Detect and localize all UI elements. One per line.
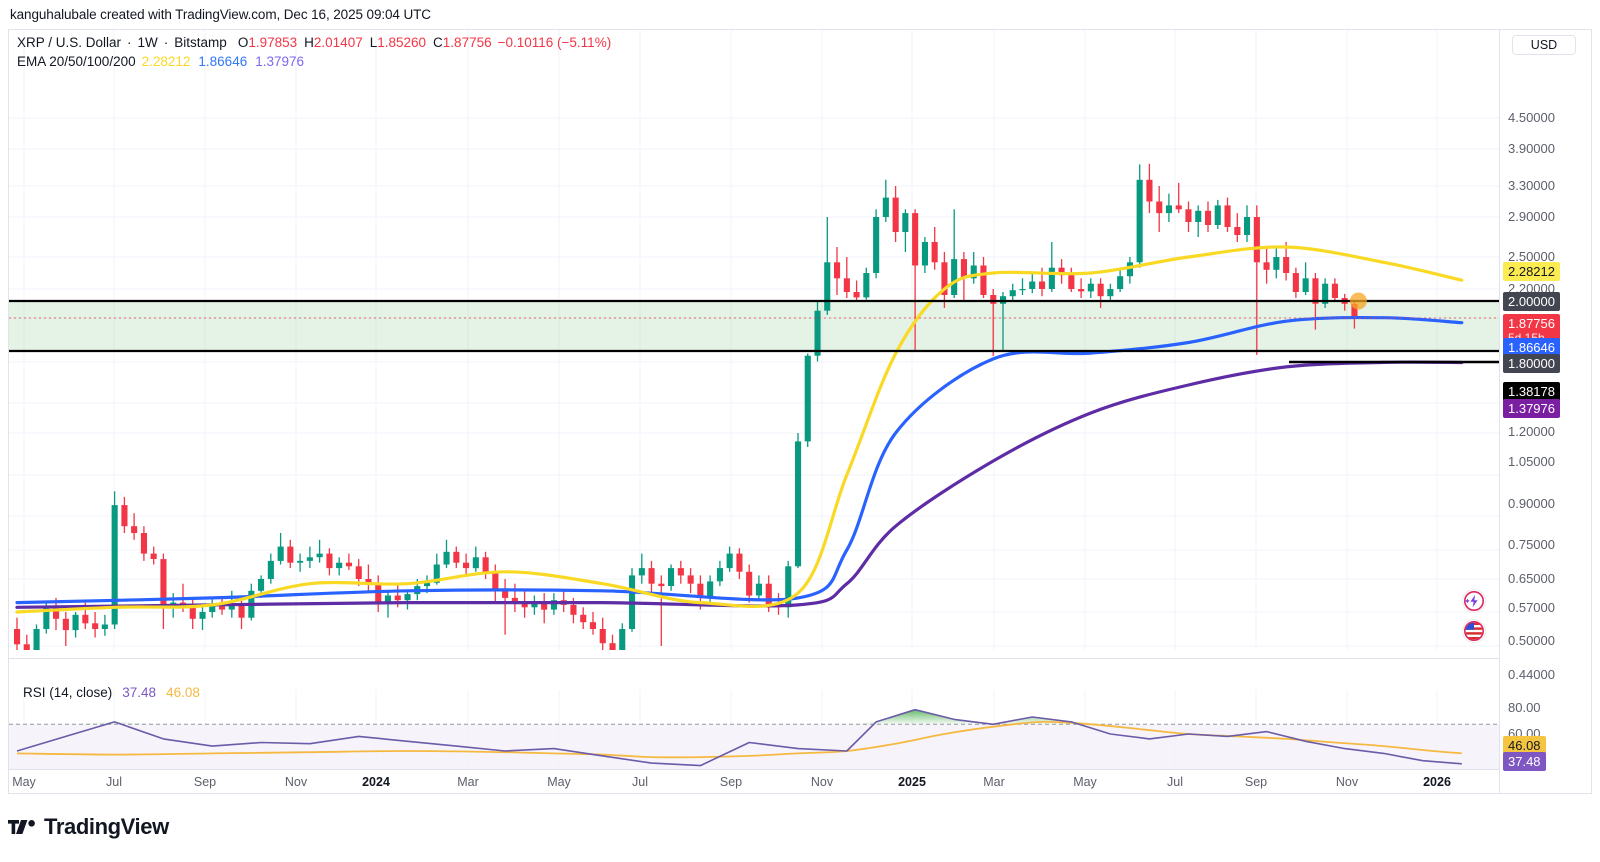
price-label-value: 1.37976 bbox=[1508, 401, 1555, 416]
time-tick-2: Sep bbox=[193, 775, 217, 789]
rsi-ma-price-label[interactable]: 46.08 bbox=[1503, 736, 1546, 755]
price-tick-1: 3.90000 bbox=[1508, 141, 1555, 156]
ai-assistant-badge[interactable] bbox=[1462, 589, 1486, 613]
time-tick-6: May bbox=[547, 775, 571, 789]
rsi-pane[interactable] bbox=[9, 690, 1499, 775]
price-tick-6: 1.20000 bbox=[1508, 424, 1555, 439]
trendline-price-label[interactable]: 1.38178 bbox=[1503, 382, 1560, 401]
us-flag-badge[interactable] bbox=[1462, 619, 1486, 643]
price-tick-4: 2.50000 bbox=[1508, 249, 1555, 264]
time-axis[interactable]: May Jul Sep Nov 2024 Mar May Jul Sep Nov 2025 Mar Ma… bbox=[9, 769, 1499, 793]
time-tick-10: 2025 bbox=[898, 775, 926, 789]
resistance-price-label[interactable]: 2.00000 bbox=[1503, 292, 1560, 311]
footer-brand[interactable]: TradingView bbox=[8, 814, 169, 840]
rsi-title[interactable]: RSI (14, close) bbox=[23, 685, 113, 700]
price-scale[interactable]: USD 4.50000 3.90000 3.30000 2.90000 2.50000 2… bbox=[1499, 30, 1591, 793]
price-tick-10: 0.65000 bbox=[1508, 571, 1555, 586]
price-label-value: 1.80000 bbox=[1508, 356, 1555, 371]
rsi-tick-0: 80.00 bbox=[1508, 700, 1541, 715]
tradingview-logo-icon bbox=[8, 820, 35, 834]
price-tick-0: 4.50000 bbox=[1508, 110, 1555, 125]
time-tick-0: May bbox=[12, 775, 36, 789]
time-tick-5: Mar bbox=[457, 775, 479, 789]
corner-badges bbox=[1462, 589, 1486, 643]
rsi-chart-canvas bbox=[9, 690, 1499, 775]
time-tick-11: Mar bbox=[983, 775, 1005, 789]
price-tick-3: 2.90000 bbox=[1508, 209, 1555, 224]
price-label-value: 1.38178 bbox=[1508, 384, 1555, 399]
time-tick-12: May bbox=[1073, 775, 1097, 789]
price-tick-11: 0.57000 bbox=[1508, 600, 1555, 615]
time-tick-3: Nov bbox=[284, 775, 308, 789]
sparkle-lightning-icon bbox=[1464, 591, 1484, 611]
attribution-text: kanguhalubale created with TradingView.c… bbox=[10, 7, 431, 22]
price-chart-canvas bbox=[9, 30, 1499, 650]
support-price-label[interactable]: 1.80000 bbox=[1503, 354, 1560, 373]
price-label-value: 2.28212 bbox=[1508, 264, 1555, 279]
time-tick-13: Jul bbox=[1167, 775, 1183, 789]
price-label-value: 1.87756 bbox=[1508, 316, 1555, 331]
rsi-legend[interactable]: RSI (14, close) 37.48 46.08 bbox=[23, 685, 200, 700]
pane-divider bbox=[9, 658, 1499, 659]
price-tick-2: 3.30000 bbox=[1508, 178, 1555, 193]
currency-badge[interactable]: USD bbox=[1512, 35, 1576, 55]
time-tick-14: Sep bbox=[1244, 775, 1268, 789]
price-tick-7: 1.05000 bbox=[1508, 454, 1555, 469]
time-tick-16: 2026 bbox=[1423, 775, 1451, 789]
price-pane[interactable] bbox=[9, 30, 1499, 650]
ema50-price-label[interactable]: 1.86646 bbox=[1503, 338, 1560, 357]
time-tick-7: Jul bbox=[632, 775, 648, 789]
time-tick-9: Nov bbox=[810, 775, 834, 789]
ema200-price-label[interactable]: 1.37976 bbox=[1503, 399, 1560, 418]
chart-frame: XRP / U.S. Dollar · 1W · Bitstamp O1.978… bbox=[8, 29, 1592, 794]
price-label-value: 1.86646 bbox=[1508, 340, 1555, 355]
time-tick-15: Nov bbox=[1335, 775, 1359, 789]
rsi-value-price-label[interactable]: 37.48 bbox=[1503, 752, 1546, 771]
tradingview-wordmark: TradingView bbox=[44, 814, 169, 839]
price-tick-8: 0.90000 bbox=[1508, 496, 1555, 511]
time-tick-8: Sep bbox=[719, 775, 743, 789]
us-flag-icon bbox=[1464, 621, 1484, 641]
price-tick-9: 0.75000 bbox=[1508, 537, 1555, 552]
price-tick-13: 0.44000 bbox=[1508, 667, 1555, 682]
price-tick-12: 0.50000 bbox=[1508, 633, 1555, 648]
ema20-price-label[interactable]: 2.28212 bbox=[1503, 262, 1560, 281]
rsi-value: 37.48 bbox=[122, 685, 157, 700]
rsi-ma-value: 46.08 bbox=[166, 685, 200, 700]
time-tick-4: 2024 bbox=[362, 775, 390, 789]
time-tick-1: Jul bbox=[106, 775, 122, 789]
price-label-value: 2.00000 bbox=[1508, 294, 1555, 309]
